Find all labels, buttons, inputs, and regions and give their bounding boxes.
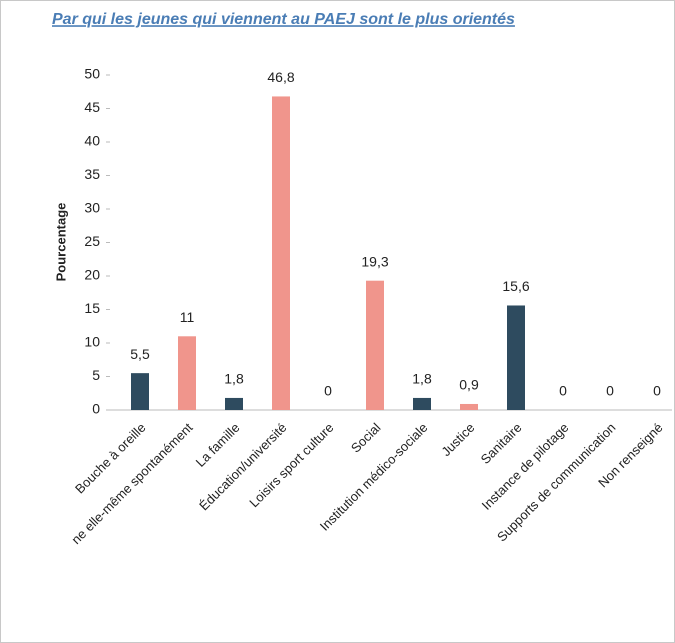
bar [413,397,431,410]
bar [272,96,290,410]
y-tick-label: 30 [84,200,100,216]
chart-title: Par qui les jeunes qui viennent au PAEJ … [52,11,515,28]
bar [507,305,525,410]
value-label: 5,5 [130,346,150,362]
y-tick-label: 25 [84,233,100,249]
y-axis-label: Pourcentage [53,203,68,282]
y-tick-label: 40 [84,133,100,149]
bar [178,336,196,410]
bar [460,403,478,410]
value-label: 1,8 [412,371,432,387]
value-label: 0 [606,383,614,399]
bar [366,280,384,410]
value-label: 46,8 [267,69,294,85]
y-tick-label: 5 [92,367,100,383]
value-label: 0 [324,383,332,399]
value-label: 0,9 [459,377,479,393]
value-label: 19,3 [361,253,388,269]
value-label: 15,6 [502,278,529,294]
y-tick-label: 15 [84,300,100,316]
bar [131,373,149,410]
value-label: 0 [653,383,661,399]
value-label: 1,8 [224,371,244,387]
value-label: 11 [180,309,195,325]
y-tick-label: 0 [92,401,100,417]
y-tick-label: 35 [84,166,100,182]
y-tick-label: 50 [84,66,100,82]
value-label: 0 [559,383,567,399]
y-tick-label: 10 [84,334,100,350]
y-tick-label: 20 [84,267,100,283]
y-tick-label: 45 [84,99,100,115]
bar [225,397,243,410]
